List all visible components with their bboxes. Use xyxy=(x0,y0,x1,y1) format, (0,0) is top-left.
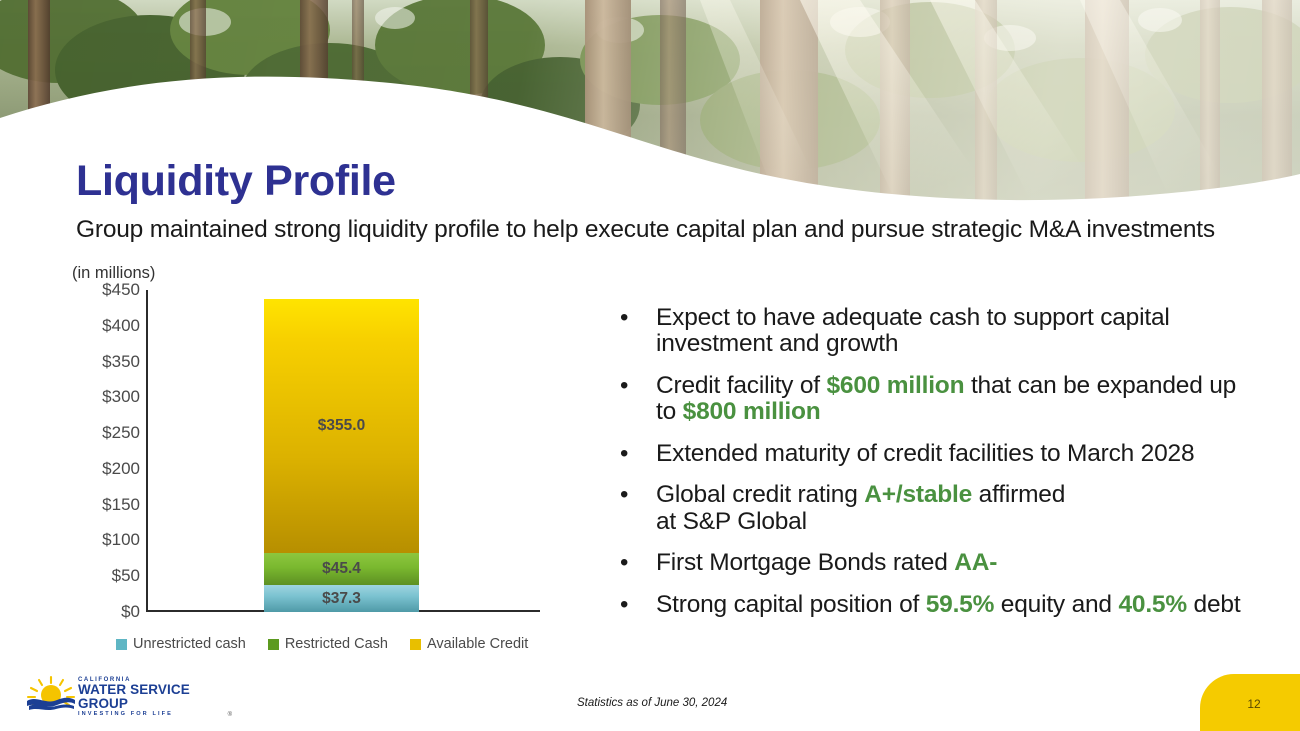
y-axis-line xyxy=(146,290,148,612)
bullet-marker-icon: • xyxy=(620,590,629,618)
bullet-item: • Global credit rating A+/stable affirmed… xyxy=(612,481,1252,535)
logo-wordmark: CALIFORNIA WATER SERVICE GROUP INVESTING… xyxy=(78,677,232,718)
footer-note: Statistics as of June 30, 2024 xyxy=(577,697,728,709)
bullet-text: Extended maturity of credit facilities t… xyxy=(656,439,1252,467)
bullet-marker-icon: • xyxy=(620,549,629,577)
bullet-text-run: equity and xyxy=(994,590,1119,618)
bullet-text-run: Credit facility of xyxy=(656,371,827,399)
y-axis-tick: $250 xyxy=(102,423,140,443)
bullet-item: • First Mortgage Bonds rated AA- xyxy=(612,549,1252,577)
bullet-highlight: 40.5% xyxy=(1118,590,1187,618)
bullet-highlight: $600 million xyxy=(826,371,965,399)
chart-legend: Unrestricted cash Restricted Cash Availa… xyxy=(116,636,528,652)
legend-label-unrestricted-cash: Unrestricted cash xyxy=(133,636,246,652)
bullet-text: Strong capital position of 59.5% equity … xyxy=(656,590,1252,618)
page-title: Liquidity Profile xyxy=(76,157,396,205)
legend-swatch-icon xyxy=(409,638,421,650)
bullet-item: • Credit facility of $600 million that ca… xyxy=(612,371,1252,426)
legend-label-available-credit: Available Credit xyxy=(426,636,529,652)
chart-units-label: (in millions) xyxy=(72,264,156,282)
white-wave-divider xyxy=(0,76,1300,210)
bullet-highlight: $800 million xyxy=(682,398,821,426)
header-banner xyxy=(0,0,1300,210)
y-axis-tick: $200 xyxy=(102,458,140,478)
bullet-text-run: First Mortgage Bonds rated xyxy=(656,549,955,577)
bullet-highlight: 59.5% xyxy=(925,590,995,618)
bullet-text-run: affirmed xyxy=(972,481,1066,509)
page-number: 12 xyxy=(1247,696,1261,711)
sun-and-waves-logo-icon xyxy=(26,675,76,710)
bullet-highlight: A+/stable xyxy=(864,481,973,509)
liquidity-stacked-bar-chart: (in millions) $450 $400 $350 $300 $250 $200 $1… xyxy=(60,262,580,662)
logo-line-tagline: INVESTING FOR LIFE xyxy=(78,711,173,718)
page-number-badge: 12 xyxy=(1200,674,1300,731)
legend-item-restricted-cash[interactable]: Restricted Cash xyxy=(267,636,388,652)
bar-segment-available-credit[interactable]: $355.0 xyxy=(264,298,419,553)
legend-item-available-credit[interactable]: Available Credit xyxy=(409,636,529,652)
bullet-item: • Expect to have adequate cash to support… xyxy=(612,304,1252,358)
bar-segment-restricted-cash[interactable]: $45.4 xyxy=(264,552,419,586)
bar-label-available-credit: $355.0 xyxy=(317,416,366,434)
y-axis-tick: $150 xyxy=(102,494,140,514)
logo-trademark: ® xyxy=(227,712,232,719)
bullet-marker-icon: • xyxy=(620,371,629,399)
bullet-text-run: Extended maturity of credit facilities t… xyxy=(656,439,1195,467)
legend-swatch-icon xyxy=(267,638,279,650)
bullet-text-run: that can be expanded up to xyxy=(656,371,1237,426)
y-axis-tick: $350 xyxy=(102,351,140,371)
bullet-item: • Extended maturity of credit facilities … xyxy=(612,439,1252,467)
legend-item-unrestricted-cash[interactable]: Unrestricted cash xyxy=(116,636,246,652)
y-axis-tick-labels: $450 $400 $350 $300 $250 $200 $150 $100 $50 $0 xyxy=(60,280,143,621)
bar-label-unrestricted-cash: $37.3 xyxy=(322,589,361,607)
bar-label-restricted-cash: $45.4 xyxy=(322,560,361,578)
bullet-text-run: Expect to have adequate cash to support … xyxy=(656,304,1170,358)
bullet-text-run: Global credit rating xyxy=(656,481,865,509)
bullet-marker-icon: • xyxy=(620,481,629,509)
bullet-item: • Strong capital position of 59.5% equity… xyxy=(612,590,1252,618)
bullet-list: • Expect to have adequate cash to support… xyxy=(612,304,1252,633)
bullet-highlight: AA- xyxy=(954,549,998,577)
brand-logo[interactable]: CALIFORNIA WATER SERVICE GROUP INVESTING… xyxy=(26,673,232,718)
y-axis-tick: $450 xyxy=(102,280,140,299)
bullet-text: Expect to have adequate cash to support … xyxy=(656,304,1252,358)
bullet-text: Credit facility of $600 million that can… xyxy=(656,371,1252,426)
bullet-text-run: at S&P Global xyxy=(656,507,807,535)
stacked-bar[interactable]: $355.0 $45.4 $37.3 xyxy=(264,298,419,612)
bullet-marker-icon: • xyxy=(620,439,629,467)
bullet-text-run: Strong capital position of xyxy=(656,590,926,618)
logo-line-company: WATER SERVICE GROUP xyxy=(78,682,190,712)
bullet-marker-icon: • xyxy=(620,304,629,331)
plot-area: $355.0 $45.4 $37.3 xyxy=(60,290,580,612)
legend-swatch-icon xyxy=(116,638,127,650)
bullet-text: Global credit rating A+/stable affirmed a… xyxy=(656,482,1252,535)
page-subtitle: Group maintained strong liquidity profil… xyxy=(76,216,1215,243)
logo-line-california: CALIFORNIA xyxy=(78,677,131,683)
bar-segment-unrestricted-cash[interactable]: $37.3 xyxy=(264,585,419,612)
bullet-text: First Mortgage Bonds rated AA- xyxy=(656,549,1252,577)
y-axis-tick: $400 xyxy=(102,315,140,335)
y-axis-tick: $300 xyxy=(102,387,140,407)
bullet-text-run: debt xyxy=(1186,590,1241,618)
y-axis-tick: $50 xyxy=(111,566,140,586)
y-axis-tick: $100 xyxy=(102,530,140,550)
y-axis-tick: $0 xyxy=(121,602,140,621)
legend-label-restricted-cash: Restricted Cash xyxy=(284,636,388,652)
